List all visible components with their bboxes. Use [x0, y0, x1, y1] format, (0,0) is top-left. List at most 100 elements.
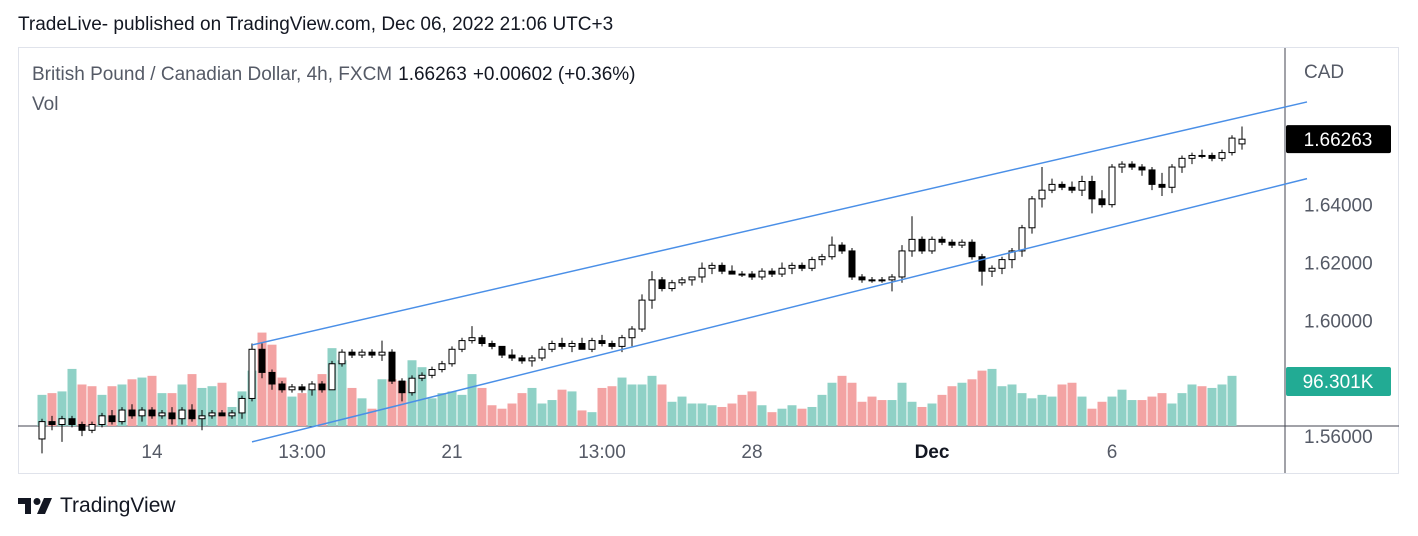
volume-bar: [517, 393, 527, 426]
candle-body: [1198, 154, 1206, 157]
candle-body: [568, 343, 576, 347]
candle-body: [318, 383, 326, 391]
candle-body: [1178, 157, 1186, 168]
candle-body: [528, 357, 536, 362]
volume-bar: [637, 384, 647, 426]
candle-body: [818, 256, 826, 261]
volume-bar: [1117, 389, 1127, 426]
tradingview-logo[interactable]: TradingView: [18, 494, 176, 518]
candle-body: [378, 351, 386, 356]
candle-body: [1058, 183, 1066, 188]
volume-bar: [817, 394, 827, 426]
candle-body: [1118, 163, 1126, 168]
volume-bar: [887, 400, 897, 426]
volume-bar: [297, 393, 307, 426]
candle-body: [548, 343, 556, 350]
volume-bar: [67, 368, 77, 426]
candle-body: [1068, 186, 1076, 191]
candle-body: [628, 328, 636, 339]
volume-bar: [77, 384, 87, 426]
time-tick-label: 13:00: [278, 442, 326, 463]
volume-bar: [617, 377, 627, 426]
volume-bar: [947, 386, 957, 426]
time-axis: 14 13:00 21 13:00 28 Dec 6: [141, 442, 1117, 463]
time-tick-label: Dec: [915, 442, 950, 463]
candle-body: [1148, 169, 1156, 185]
candle-body: [1228, 137, 1236, 154]
candle-body: [868, 279, 876, 282]
volume-bar: [447, 391, 457, 426]
candle-body: [928, 238, 936, 252]
tradingview-brand: TradingView: [60, 494, 176, 517]
candle-body: [978, 256, 986, 272]
volume-bar: [397, 381, 407, 426]
candle-body: [258, 348, 266, 373]
candle-body: [228, 412, 236, 417]
candle-body: [708, 264, 716, 269]
price-tick-label: 1.62000: [1304, 254, 1373, 275]
candle-body: [428, 369, 436, 376]
volume-bar: [1027, 398, 1037, 426]
candles: [38, 126, 1246, 454]
candle-body: [678, 279, 686, 284]
volume-bar: [937, 394, 947, 426]
candle-body: [618, 337, 626, 347]
volume-bar: [847, 382, 857, 426]
volume-bar: [967, 379, 977, 426]
volume-bar: [347, 387, 357, 426]
candle-body: [728, 270, 736, 275]
candle-body: [688, 276, 696, 281]
candle-body: [958, 241, 966, 246]
candle-body: [558, 343, 566, 347]
volume-bar: [417, 367, 427, 426]
candle-body: [748, 273, 756, 278]
volume-bar: [507, 403, 517, 426]
volume-legend: Vol: [32, 94, 59, 115]
volume-bar: [217, 382, 227, 426]
volume-bar: [57, 391, 67, 426]
volume-bar: [1187, 384, 1197, 426]
candle-body: [188, 409, 196, 420]
volume-bar: [607, 386, 617, 426]
time-tick-label: 28: [741, 442, 762, 463]
volume-bar: [307, 389, 317, 426]
volume-bar: [357, 398, 367, 426]
volume-bar: [367, 408, 377, 426]
volume-bar: [1067, 382, 1077, 426]
candle-body: [838, 244, 846, 252]
candle-body: [388, 351, 396, 382]
volume-bar: [187, 374, 197, 426]
volume-bar: [787, 405, 797, 426]
volume-bar: [97, 394, 107, 426]
volume-bar: [467, 374, 477, 426]
candle-body: [588, 340, 596, 350]
volume-bar: [987, 368, 997, 426]
symbol-name: British Pound / Canadian Dollar, 4h, FXC…: [32, 64, 393, 85]
candle-body: [438, 363, 446, 371]
volume-bar: [127, 379, 137, 426]
candle-body: [458, 340, 466, 350]
volume-bar: [687, 403, 697, 426]
channel-line-lower: [251, 177, 1308, 443]
volume-bar: [1097, 401, 1107, 426]
volume-bar: [797, 408, 807, 426]
candle-body: [448, 348, 456, 365]
candle-body: [1008, 250, 1016, 261]
candle-body: [768, 270, 776, 275]
volume-bar: [157, 393, 167, 426]
candle-body: [518, 357, 526, 362]
volume-bar: [1087, 408, 1097, 426]
volume-bar: [1167, 403, 1177, 426]
candle-body: [1208, 154, 1216, 159]
candle-body: [268, 371, 276, 385]
candle-body: [598, 340, 606, 345]
volume-tag: [1286, 367, 1391, 396]
candle-body: [248, 348, 256, 399]
volume-bar: [1137, 400, 1147, 426]
price-tick-label: 1.64000: [1304, 196, 1373, 217]
volume-bar: [437, 393, 447, 426]
volume-bar: [257, 332, 267, 426]
volume-tag-label: 96.301K: [1303, 372, 1374, 393]
candle-body: [1218, 152, 1226, 159]
